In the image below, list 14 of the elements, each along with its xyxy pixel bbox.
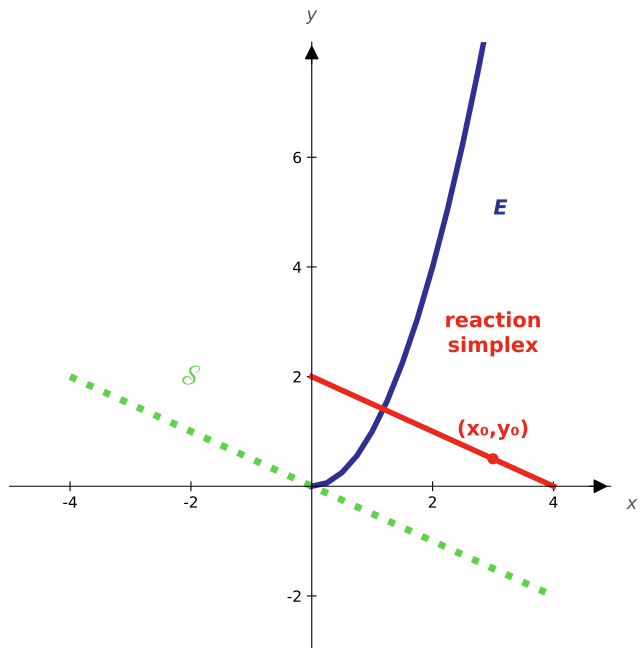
y-tick-label: 2 <box>293 371 301 382</box>
annotation: (x₀,y₀) <box>458 420 528 440</box>
text: E <box>494 199 508 215</box>
x-tick-label: 4 <box>549 496 558 508</box>
x-tick-label: -4 <box>63 496 77 508</box>
x-tick-label: -2 <box>184 496 197 508</box>
text: reaction simplex <box>446 311 540 356</box>
y-axis-title: y <box>306 10 318 24</box>
x-axis-title: x <box>626 499 638 510</box>
x-tick-label: 2 <box>428 496 436 508</box>
y-tick-label: 4 <box>293 262 302 273</box>
series-label: 𝒮 <box>182 365 200 385</box>
y-tick-label: 6 <box>293 152 302 164</box>
y-tick-label: -2 <box>288 590 301 602</box>
